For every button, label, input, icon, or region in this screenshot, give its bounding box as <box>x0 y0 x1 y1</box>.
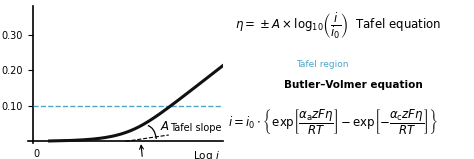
Text: Tafel slope: Tafel slope <box>170 123 221 133</box>
Text: Butler–Volmer equation: Butler–Volmer equation <box>284 80 423 90</box>
Text: 0: 0 <box>34 149 40 159</box>
Text: Log $i$: Log $i$ <box>193 149 220 159</box>
Text: Tafel region: Tafel region <box>296 60 349 69</box>
Text: $\mathrm{Log}\ i_0$: $\mathrm{Log}\ i_0$ <box>129 145 158 159</box>
Text: $\eta = \pm A \times \log_{10}\!\left(\dfrac{i}{i_0}\right)$  Tafel equation: $\eta = \pm A \times \log_{10}\!\left(\d… <box>235 11 441 41</box>
Text: $A$: $A$ <box>160 120 170 133</box>
Text: $i = i_0 \cdot \left\{\exp\!\left[\dfrac{\alpha_{\rm a} zF\eta}{RT}\right] - \ex: $i = i_0 \cdot \left\{\exp\!\left[\dfrac… <box>228 108 438 137</box>
